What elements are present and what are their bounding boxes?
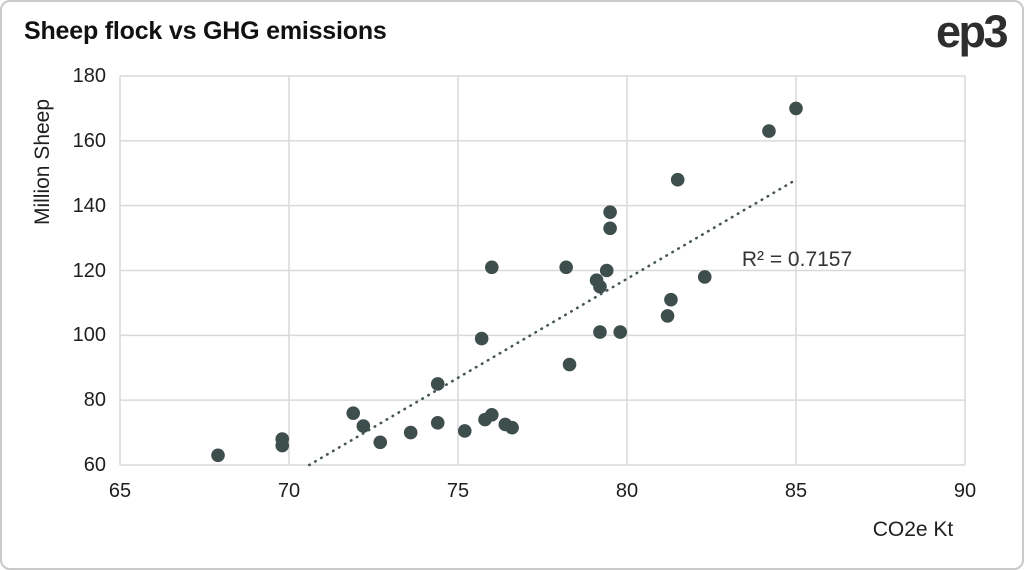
y-tick-label: 140 — [72, 194, 106, 217]
data-point — [430, 416, 445, 430]
r2-annotation: R² = 0.7157 — [741, 248, 853, 271]
data-point — [505, 420, 519, 435]
data-point — [670, 172, 685, 187]
data-point — [789, 101, 803, 116]
y-axis-title: Million Sheep — [31, 98, 54, 226]
data-point — [474, 331, 489, 346]
y-tick-label: 160 — [72, 129, 106, 152]
y-tick-label: 100 — [72, 324, 106, 347]
plot-area — [119, 75, 966, 467]
x-tick-label: 85 — [784, 480, 808, 502]
data-point — [660, 309, 675, 323]
data-point — [403, 425, 418, 440]
scatter-plot — [119, 75, 966, 467]
y-tick-label: 60 — [83, 454, 106, 476]
data-point — [356, 419, 371, 433]
x-tick-label: 70 — [277, 480, 301, 502]
data-point — [603, 221, 617, 236]
data-point — [211, 448, 225, 463]
data-point — [762, 124, 776, 138]
data-point — [593, 279, 607, 294]
data-point — [430, 377, 445, 391]
y-tick-label: 80 — [83, 389, 106, 412]
x-axis-title: CO2e Kt — [872, 518, 954, 541]
data-point — [593, 325, 607, 339]
data-point — [599, 263, 614, 278]
data-point — [697, 270, 712, 284]
data-point — [562, 357, 577, 372]
data-point — [559, 260, 573, 275]
data-point — [485, 407, 499, 422]
x-tick-label: 65 — [108, 480, 132, 502]
data-point — [457, 424, 472, 438]
x-tick-label: 75 — [446, 480, 470, 502]
y-tick-label: 120 — [72, 259, 106, 282]
data-point — [275, 432, 290, 446]
chart-title: Sheep flock vs GHG emissions — [24, 17, 387, 45]
y-tick-label: 180 — [72, 65, 106, 87]
data-point — [346, 406, 361, 420]
data-point — [664, 292, 678, 307]
trendline — [307, 178, 798, 467]
data-point — [613, 325, 628, 339]
ep3-logo: ep3 — [935, 6, 1009, 57]
data-point — [603, 205, 617, 219]
x-tick-label: 90 — [953, 480, 977, 502]
data-point — [485, 260, 499, 275]
data-point — [373, 435, 388, 450]
x-tick-label: 80 — [615, 480, 639, 502]
